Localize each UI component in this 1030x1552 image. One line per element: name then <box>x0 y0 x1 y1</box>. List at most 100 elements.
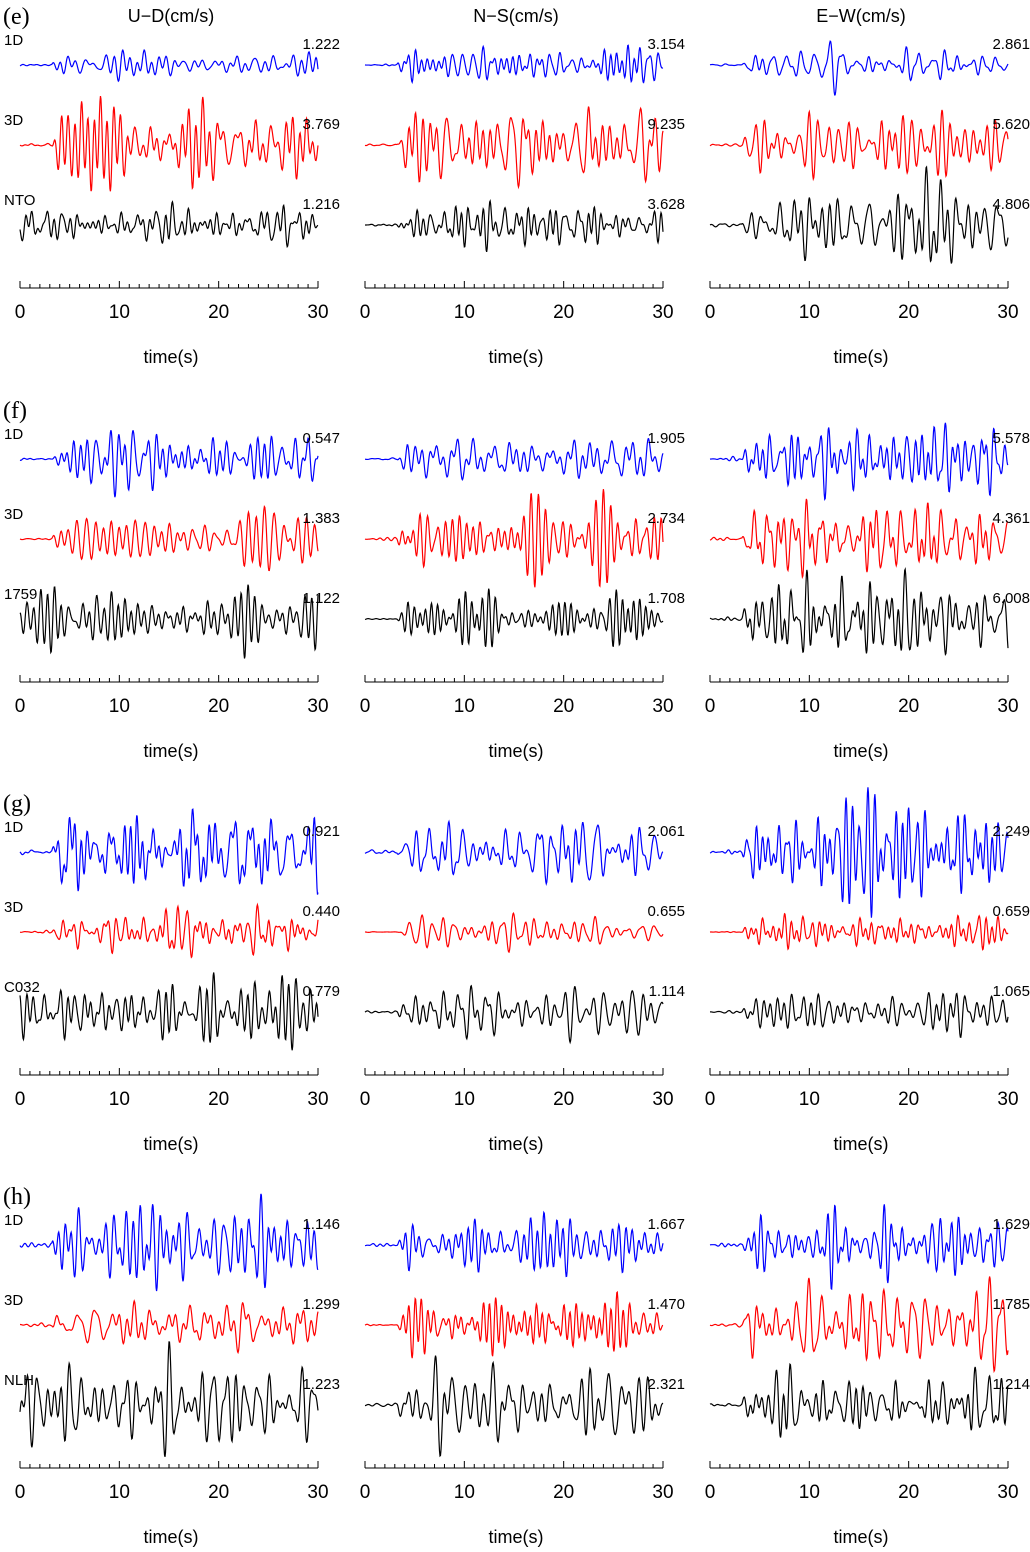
peak-value: 0.779 <box>302 983 340 1000</box>
x-tick-label: 20 <box>553 696 574 717</box>
x-axis-1: 0 10 20 30 time(s) <box>360 1461 674 1547</box>
panel-0: (e) 1D 1.222 3.154 2.861 3D 3.769 9.235 5.620 NTO… <box>3 4 1030 367</box>
trace-3D-0 <box>19 504 319 572</box>
trace-C032-0 <box>19 972 319 1051</box>
trace-1D-1 <box>364 819 664 886</box>
row-label-3D: 3D <box>4 1292 23 1309</box>
trace-1D-1 <box>364 437 664 482</box>
trace-1D-2 <box>709 40 1009 96</box>
x-tick-label: 30 <box>307 696 328 717</box>
peak-value: 1.383 <box>302 510 340 527</box>
trace-NLH-2 <box>709 1362 1009 1438</box>
row-label-3D: 3D <box>4 506 23 523</box>
panel-label: (e) <box>3 4 30 30</box>
peak-value: 1.629 <box>992 1216 1030 1233</box>
x-tick-label: 30 <box>652 1089 673 1110</box>
x-tick-label: 0 <box>360 302 371 323</box>
x-axis-label: time(s) <box>144 1527 199 1547</box>
x-axis-label: time(s) <box>489 741 544 761</box>
peak-value: 3.154 <box>647 36 685 53</box>
trace-C032-1 <box>364 984 664 1045</box>
column-header-0: U−D(cm/s) <box>128 6 215 26</box>
x-tick-label: 0 <box>360 1482 371 1503</box>
trace-NTO-2 <box>709 165 1009 264</box>
panel-label: (g) <box>3 791 31 817</box>
row-label-3D: 3D <box>4 899 23 916</box>
peak-value: 1.905 <box>647 430 685 447</box>
peak-value: 3.769 <box>302 116 340 133</box>
x-tick-label: 10 <box>799 1482 820 1503</box>
trace-1D-1 <box>364 44 664 85</box>
x-tick-label: 30 <box>307 1089 328 1110</box>
row-label-NTO: NTO <box>4 192 35 209</box>
peak-value: 2.321 <box>647 1376 685 1393</box>
peak-value: 1.146 <box>302 1216 340 1233</box>
trace-3D-1 <box>364 1290 664 1359</box>
peak-value: 0.659 <box>992 903 1030 920</box>
x-tick-label: 0 <box>15 1089 26 1110</box>
trace-NLH-0 <box>19 1341 319 1458</box>
peak-value: 2.249 <box>992 823 1030 840</box>
x-tick-label: 10 <box>109 302 130 323</box>
trace-3D-2 <box>709 1276 1009 1374</box>
peak-value: 0.547 <box>302 430 340 447</box>
peak-value: 1.223 <box>302 1376 340 1393</box>
x-axis-0: 0 10 20 30 time(s) <box>15 1461 329 1547</box>
trace-1759-2 <box>709 567 1009 656</box>
x-tick-label: 30 <box>307 1482 328 1503</box>
trace-1759-1 <box>364 588 664 648</box>
peak-value: 6.008 <box>992 590 1030 607</box>
peak-value: 9.235 <box>647 116 685 133</box>
x-tick-label: 10 <box>454 1482 475 1503</box>
x-tick-label: 0 <box>360 1089 371 1110</box>
peak-value: 1.122 <box>302 590 340 607</box>
peak-value: 1.667 <box>647 1216 685 1233</box>
x-axis-1: 0 10 20 30 time(s) <box>360 281 674 367</box>
x-tick-label: 30 <box>307 302 328 323</box>
x-tick-label: 0 <box>705 1089 716 1110</box>
trace-1D-0 <box>19 48 319 83</box>
x-axis-2: 0 10 20 30 time(s) <box>705 675 1019 761</box>
peak-value: 0.440 <box>302 903 340 920</box>
x-tick-label: 10 <box>109 1089 130 1110</box>
x-axis-0: 0 10 20 30 time(s) <box>15 675 329 761</box>
column-header-2: E−W(cm/s) <box>816 6 906 26</box>
x-axis-1: 0 10 20 30 time(s) <box>360 675 674 761</box>
x-axis-label: time(s) <box>144 1134 199 1154</box>
peak-value: 0.655 <box>647 903 685 920</box>
x-tick-label: 30 <box>997 1482 1018 1503</box>
peak-value: 2.861 <box>992 36 1030 53</box>
trace-1D-1 <box>364 1210 664 1278</box>
row-label-1D: 1D <box>4 426 23 443</box>
x-tick-label: 30 <box>997 302 1018 323</box>
trace-3D-2 <box>709 912 1009 951</box>
column-header-1: N−S(cm/s) <box>473 6 559 26</box>
peak-value: 1.222 <box>302 36 340 53</box>
x-tick-label: 0 <box>15 302 26 323</box>
peak-value: 4.361 <box>992 510 1030 527</box>
panel-label: (h) <box>3 1184 31 1210</box>
x-tick-label: 20 <box>208 302 229 323</box>
trace-NLH-1 <box>364 1355 664 1458</box>
trace-3D-1 <box>364 106 664 190</box>
trace-3D-0 <box>19 902 319 959</box>
x-tick-label: 10 <box>454 1089 475 1110</box>
trace-1759-0 <box>19 584 319 659</box>
peak-value: 1.785 <box>992 1296 1030 1313</box>
panel-label: (f) <box>3 398 27 424</box>
x-axis-2: 0 10 20 30 time(s) <box>705 1068 1019 1154</box>
x-tick-label: 0 <box>15 1482 26 1503</box>
trace-3D-0 <box>19 96 319 192</box>
trace-1D-0 <box>19 430 319 498</box>
peak-value: 3.628 <box>647 196 685 213</box>
panel-2: (g) 1D 0.921 2.061 2.249 3D 0.440 0.655 0.659 C03… <box>3 787 1030 1154</box>
trace-3D-1 <box>364 912 664 954</box>
x-tick-label: 10 <box>799 1089 820 1110</box>
x-tick-label: 10 <box>799 696 820 717</box>
x-tick-label: 20 <box>208 696 229 717</box>
x-axis-0: 0 10 20 30 time(s) <box>15 1068 329 1154</box>
x-axis-label: time(s) <box>489 1527 544 1547</box>
row-label-1759: 1759 <box>4 586 37 603</box>
peak-value: 1.065 <box>992 983 1030 1000</box>
